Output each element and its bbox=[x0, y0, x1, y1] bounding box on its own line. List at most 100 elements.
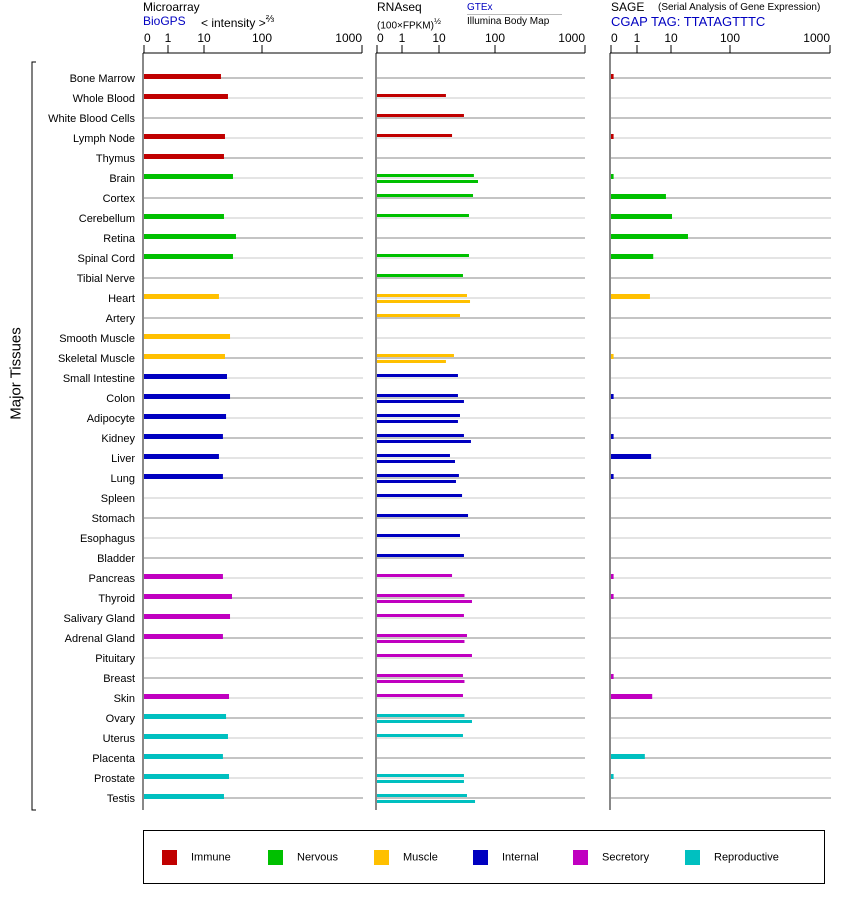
tissue-label: Cortex bbox=[103, 193, 136, 205]
bar-rnaseq-colon bbox=[377, 400, 464, 403]
unit-exponent: ½ bbox=[433, 16, 441, 26]
tissue-label: Testis bbox=[107, 793, 136, 805]
tissue-label: Stomach bbox=[92, 513, 135, 525]
tissue-label: Pituitary bbox=[95, 653, 135, 665]
tick-label: 10 bbox=[432, 31, 446, 45]
tissue-label: Bladder bbox=[97, 553, 135, 565]
bar-rnaseq-thyroid bbox=[377, 594, 465, 597]
legend-label: Internal bbox=[502, 851, 539, 864]
tissue-label: Brain bbox=[109, 173, 135, 185]
tick-label: 1000 bbox=[803, 31, 830, 45]
tissue-label: Tibial Nerve bbox=[77, 273, 135, 285]
legend-swatch bbox=[573, 850, 588, 865]
bar-rnaseq-pancreas bbox=[377, 574, 453, 577]
bar-rnaseq-testis bbox=[377, 794, 467, 797]
legend-item-internal: Internal bbox=[473, 850, 539, 865]
bar-microarray-skeletal-muscle bbox=[144, 354, 225, 359]
tick-label: 1 bbox=[634, 31, 641, 45]
bar-rnaseq-pituitary bbox=[377, 654, 472, 657]
bar-sage-thyroid bbox=[611, 594, 614, 599]
legend-label: Immune bbox=[191, 851, 231, 864]
bar-rnaseq-skeletal-muscle bbox=[377, 354, 454, 357]
tissue-label: White Blood Cells bbox=[48, 113, 135, 125]
bar-microarray-heart bbox=[144, 294, 219, 299]
source-divider bbox=[467, 14, 562, 15]
bar-rnaseq-testis bbox=[377, 800, 476, 803]
bar-rnaseq-heart bbox=[377, 300, 471, 303]
bar-rnaseq-stomach bbox=[377, 514, 469, 517]
bar-microarray-cerebellum bbox=[144, 214, 224, 219]
bar-microarray-kidney bbox=[144, 434, 223, 439]
rnaseq-unit: (100×FPKM)½ bbox=[377, 16, 441, 31]
tick-label: 1 bbox=[399, 31, 406, 45]
bar-sage-heart bbox=[611, 294, 650, 299]
bar-microarray-bone-marrow bbox=[144, 74, 221, 79]
bar-rnaseq-artery bbox=[377, 314, 460, 317]
bar-rnaseq-skeletal-muscle bbox=[377, 360, 446, 363]
cgap-tag-link[interactable]: CGAP TAG: TTATAGTTTC bbox=[611, 14, 766, 29]
legend-item-reproductive: Reproductive bbox=[685, 850, 779, 865]
bar-microarray-adipocyte bbox=[144, 414, 227, 419]
tissue-label: Adrenal Gland bbox=[65, 633, 135, 645]
bar-microarray-thymus bbox=[144, 154, 224, 159]
legend-item-immune: Immune bbox=[162, 850, 231, 865]
y-axis-label: Major Tissues bbox=[7, 327, 25, 420]
bar-rnaseq-lung bbox=[377, 474, 459, 477]
tissue-label: Salivary Gland bbox=[63, 613, 135, 625]
tissue-label: Ovary bbox=[106, 713, 136, 725]
tissue-label: Colon bbox=[106, 393, 135, 405]
bar-sage-colon bbox=[611, 394, 614, 399]
bar-rnaseq-lung bbox=[377, 480, 456, 483]
unit-text: < intensity > bbox=[201, 16, 266, 30]
bar-sage-skin bbox=[611, 694, 653, 699]
bar-rnaseq-white-blood-cells bbox=[377, 114, 464, 117]
bar-sage-liver bbox=[611, 454, 652, 459]
bar-sage-breast bbox=[611, 674, 614, 679]
bar-microarray-prostate bbox=[144, 774, 230, 779]
tissue-label: Uterus bbox=[103, 733, 136, 745]
tissue-label: Placenta bbox=[92, 753, 136, 765]
tick-label: 1000 bbox=[335, 31, 362, 45]
tick-label: 100 bbox=[720, 31, 740, 45]
bar-rnaseq-adrenal-gland bbox=[377, 640, 465, 643]
bar-rnaseq-brain bbox=[377, 174, 474, 177]
bar-rnaseq-heart bbox=[377, 294, 467, 297]
tissue-bracket bbox=[31, 61, 36, 811]
bar-rnaseq-lymph-node bbox=[377, 134, 453, 137]
tick-label: 10 bbox=[197, 31, 211, 45]
tissue-label: Small Intestine bbox=[63, 373, 135, 385]
legend-label: Secretory bbox=[602, 851, 650, 864]
tick-label: 100 bbox=[252, 31, 272, 45]
tissue-label: Smooth Muscle bbox=[59, 333, 135, 345]
bar-sage-bone-marrow bbox=[611, 74, 614, 79]
bar-rnaseq-adipocyte bbox=[377, 420, 458, 423]
bar-microarray-brain bbox=[144, 174, 233, 179]
legend-swatch bbox=[268, 850, 283, 865]
tissue-label: Liver bbox=[111, 453, 135, 465]
bar-microarray-small-intestine bbox=[144, 374, 227, 379]
legend-swatch bbox=[685, 850, 700, 865]
unit-text: (100×FPKM) bbox=[377, 20, 434, 32]
bar-rnaseq-brain bbox=[377, 180, 478, 183]
bar-sage-brain bbox=[611, 174, 614, 179]
bar-rnaseq-prostate bbox=[377, 774, 464, 777]
bar-sage-lung bbox=[611, 474, 614, 479]
biogps-link[interactable]: BioGPS bbox=[143, 14, 186, 28]
tissue-label: Heart bbox=[108, 293, 135, 305]
tick-label: 100 bbox=[485, 31, 505, 45]
tissue-label: Kidney bbox=[101, 433, 135, 445]
gtex-link[interactable]: GTEx bbox=[467, 2, 493, 13]
bar-sage-cerebellum bbox=[611, 214, 673, 219]
tissue-label: Esophagus bbox=[80, 533, 136, 545]
sage-subtitle: (Serial Analysis of Gene Expression) bbox=[658, 2, 821, 13]
tissue-label: Skeletal Muscle bbox=[58, 353, 135, 365]
tissue-label: Artery bbox=[106, 313, 136, 325]
bar-microarray-salivary-gland bbox=[144, 614, 231, 619]
legend-item-nervous: Nervous bbox=[268, 850, 338, 865]
tick-label: 10 bbox=[664, 31, 678, 45]
bar-rnaseq-ovary bbox=[377, 720, 472, 723]
bar-rnaseq-cortex bbox=[377, 194, 474, 197]
bar-rnaseq-thyroid bbox=[377, 600, 472, 603]
bar-microarray-colon bbox=[144, 394, 231, 399]
